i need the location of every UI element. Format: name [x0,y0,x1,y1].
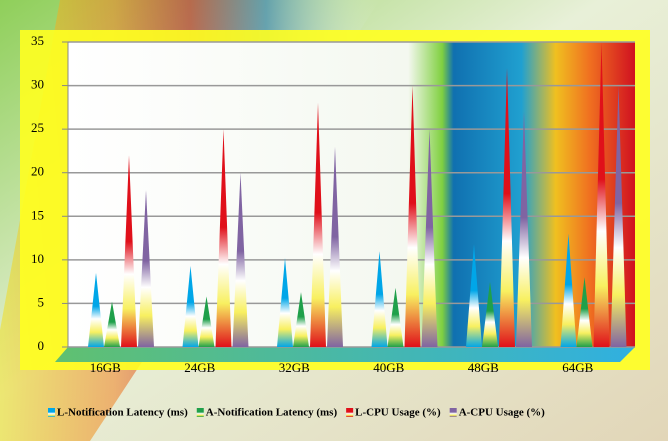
chart: L-Notification Latency (ms) A-Notificatio… [0,0,668,441]
y-tick-label: 5 [38,294,45,309]
x-tick-label: 16GB [90,360,121,375]
y-tick-label: 20 [31,164,44,179]
y-tick-label: 35 [31,33,44,48]
x-tick-label: 40GB [373,360,404,375]
legend-swatch [450,408,457,417]
legend-label: A-Notification Latency (ms) [206,407,338,419]
x-tick-label: 64GB [562,360,593,375]
legend-swatch [48,408,55,417]
legend-swatch [197,408,204,417]
x-tick-label: 32GB [279,360,310,375]
y-tick-label: 25 [31,120,44,135]
legend-label: L-CPU Usage (%) [355,407,441,419]
y-tick-label: 15 [31,207,44,222]
floor [55,347,635,362]
x-tick-label: 48GB [468,360,499,375]
y-tick-label: 10 [31,251,44,266]
legend: L-Notification Latency (ms) A-Notificatio… [48,407,545,419]
legend-swatch [346,408,353,417]
plot-area [68,42,635,347]
x-tick-label: 24GB [184,360,215,375]
legend-label: A-CPU Usage (%) [459,407,545,419]
legend-label: L-Notification Latency (ms) [57,407,188,419]
y-tick-label: 30 [31,77,44,92]
y-tick-label: 0 [38,338,45,353]
